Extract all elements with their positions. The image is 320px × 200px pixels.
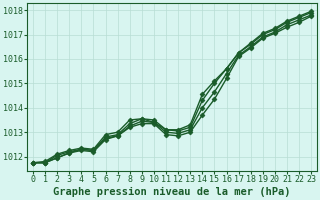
- X-axis label: Graphe pression niveau de la mer (hPa): Graphe pression niveau de la mer (hPa): [53, 187, 291, 197]
